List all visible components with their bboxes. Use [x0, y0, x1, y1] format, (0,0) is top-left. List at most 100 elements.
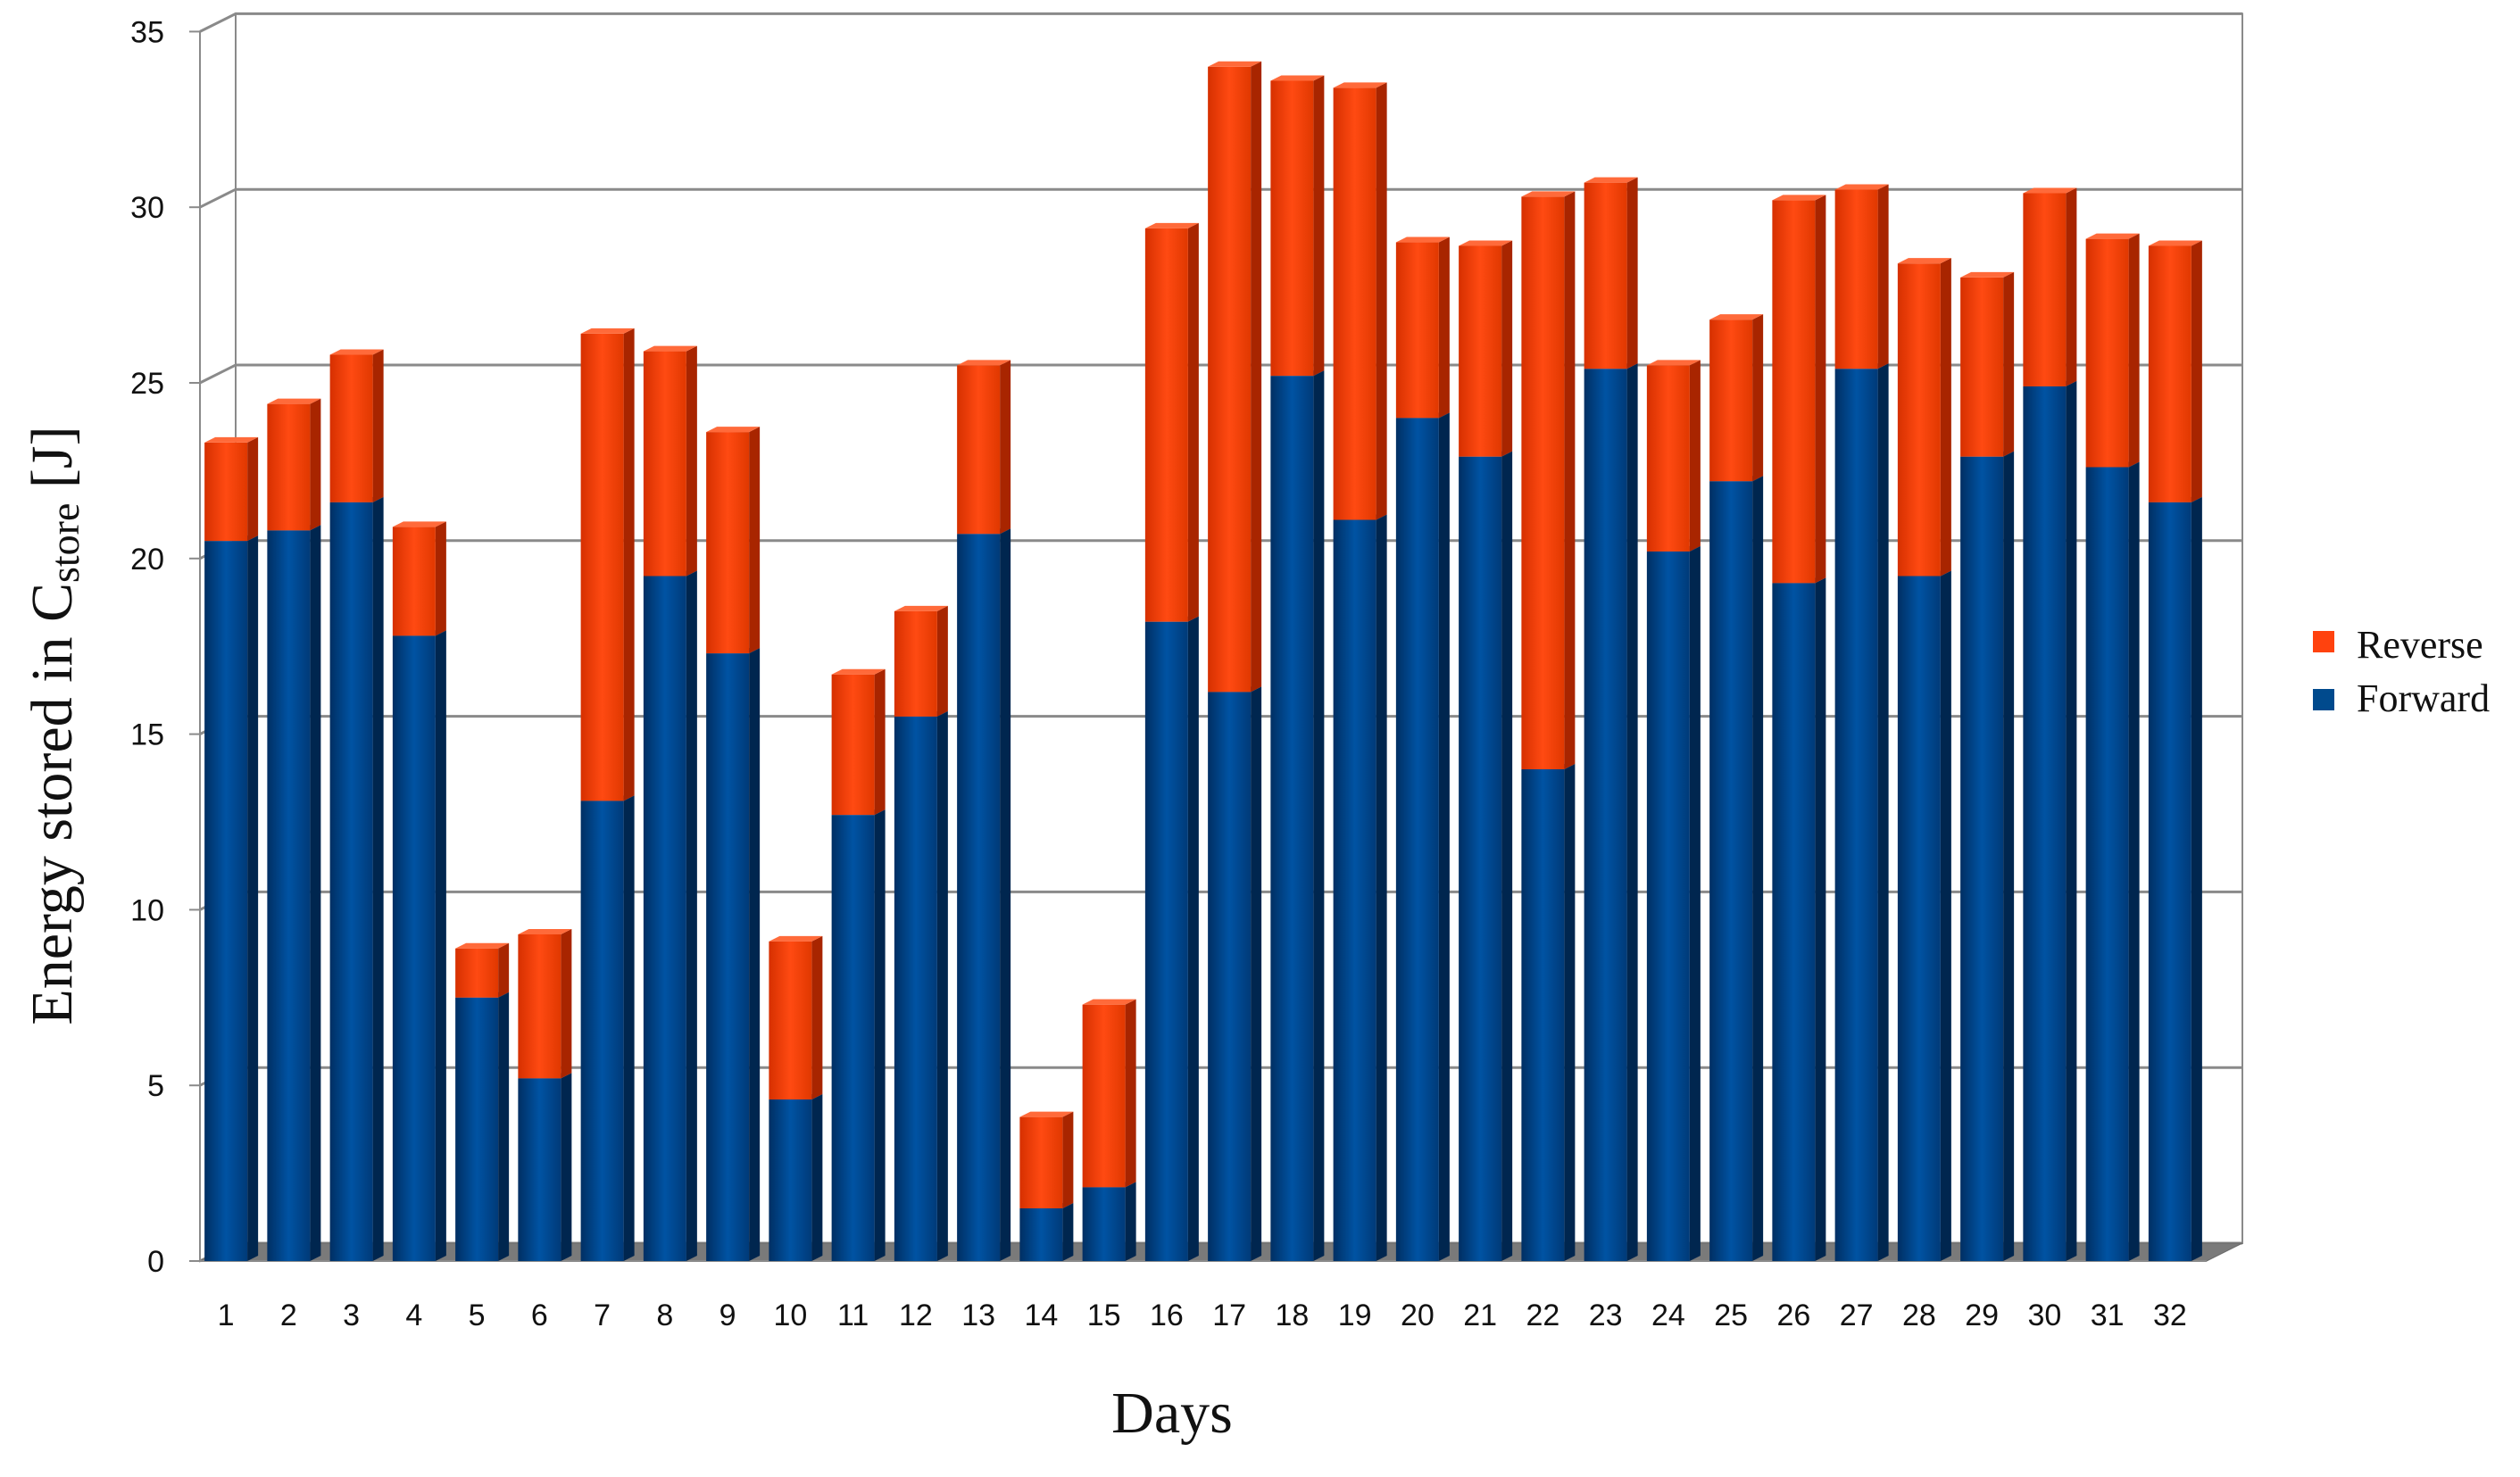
- bar-front: [1019, 1116, 1063, 1208]
- bar-reverse: [1772, 195, 1826, 584]
- y-axis-label-text: Energy stored in: [20, 622, 85, 1025]
- bar-reverse: [1333, 82, 1387, 520]
- legend-label-forward: Forward: [2357, 676, 2490, 720]
- x-tick-label: 16: [1150, 1299, 1184, 1332]
- bar-side: [811, 935, 823, 1099]
- bar-front: [1709, 481, 1753, 1261]
- bar-front: [392, 635, 436, 1261]
- bar-forward: [2085, 461, 2140, 1261]
- bar-side: [247, 535, 259, 1261]
- bar-forward: [957, 528, 1011, 1261]
- bar-forward: [2023, 380, 2077, 1261]
- bar-side: [1187, 616, 1199, 1261]
- bar-side: [561, 928, 572, 1079]
- bar-side: [1815, 195, 1826, 584]
- bar-side: [435, 521, 446, 636]
- bar-forward: [1208, 686, 1262, 1261]
- x-tick-label: 23: [1589, 1299, 1623, 1332]
- bar-front: [1144, 621, 1188, 1261]
- y-tick-label: 20: [130, 543, 164, 577]
- bar-side: [1940, 258, 1951, 577]
- x-tick-label: 30: [2027, 1299, 2061, 1332]
- bar-forward: [831, 809, 886, 1261]
- gridline: [199, 12, 2242, 33]
- x-tick-label: 6: [531, 1299, 548, 1332]
- bar-front: [1960, 277, 2004, 457]
- bar-front: [1082, 1004, 1126, 1188]
- bar-forward: [2148, 496, 2202, 1261]
- bar-top: [2085, 233, 2140, 239]
- bar-reverse: [706, 427, 761, 654]
- bar-side: [936, 605, 948, 717]
- bar-top: [392, 521, 446, 527]
- bar-front: [1333, 519, 1376, 1261]
- y-axis-label-c: C: [20, 583, 85, 622]
- bar-reverse: [2023, 187, 2077, 386]
- x-tick-label: 13: [961, 1299, 995, 1332]
- bar-top: [1270, 75, 1325, 81]
- bar-top: [455, 942, 510, 949]
- bar-front: [894, 716, 937, 1261]
- bar-front: [2148, 245, 2191, 502]
- bar-front: [1333, 87, 1376, 520]
- bar-forward: [1584, 363, 1638, 1262]
- y-tick-label: 5: [147, 1069, 164, 1103]
- bar-side: [498, 992, 510, 1261]
- bar-front: [267, 530, 311, 1261]
- bar-side: [1689, 545, 1701, 1261]
- bar-side: [1940, 570, 1951, 1261]
- bar-front: [267, 403, 311, 531]
- legend-label-reverse: Reverse: [2357, 623, 2483, 667]
- legend-swatch-reverse: [2313, 631, 2334, 652]
- bar-front: [1897, 263, 1941, 577]
- bar-reverse: [957, 360, 1011, 535]
- bar-side: [811, 1093, 823, 1261]
- bar-side: [1564, 763, 1576, 1261]
- bar-side: [1877, 184, 1889, 369]
- bar-front: [1459, 456, 1502, 1261]
- bar-reverse: [1960, 271, 2015, 457]
- bar-top: [1395, 236, 1450, 243]
- bar-forward: [1019, 1202, 1074, 1261]
- bar-forward: [455, 992, 510, 1261]
- bar-front: [2023, 386, 2067, 1261]
- bar-reverse: [643, 345, 697, 577]
- x-tick-label: 3: [343, 1299, 360, 1332]
- bar-forward: [1897, 570, 1951, 1261]
- bar-forward: [1521, 763, 1576, 1261]
- bar-front: [204, 442, 248, 542]
- bar-forward: [518, 1073, 572, 1261]
- bar-front: [1270, 376, 1314, 1261]
- bar-side: [1438, 412, 1450, 1261]
- bar-reverse: [455, 942, 510, 998]
- bar-forward: [1646, 545, 1701, 1261]
- bar-top: [1584, 177, 1638, 183]
- bar-reverse: [1395, 236, 1450, 419]
- bar-side: [310, 525, 321, 1261]
- bar-reverse: [1144, 222, 1199, 622]
- bar-reverse: [1019, 1111, 1074, 1208]
- bar-side: [1689, 360, 1701, 552]
- bar-front: [2085, 467, 2129, 1261]
- bar-front: [1584, 369, 1627, 1262]
- bar-front: [1960, 456, 2004, 1261]
- x-tick-label: 11: [837, 1299, 869, 1332]
- bar-front: [769, 1099, 812, 1261]
- bar-forward: [267, 525, 321, 1261]
- bar-top: [1333, 82, 1387, 88]
- bar-forward: [769, 1093, 823, 1261]
- bar-front: [831, 815, 875, 1261]
- bar-side: [1251, 686, 1262, 1261]
- bar-top: [329, 349, 384, 355]
- bar-side: [1313, 75, 1325, 377]
- bar-top: [831, 668, 886, 675]
- bar-front: [1834, 189, 1878, 369]
- bar-top: [1772, 195, 1826, 201]
- bar-forward: [1270, 370, 1325, 1261]
- bars: [204, 61, 2202, 1262]
- bar-side: [2191, 240, 2202, 502]
- bar-top: [894, 605, 948, 611]
- bar-front: [1082, 1187, 1126, 1261]
- bar-side: [435, 630, 446, 1261]
- bar-front: [204, 541, 248, 1261]
